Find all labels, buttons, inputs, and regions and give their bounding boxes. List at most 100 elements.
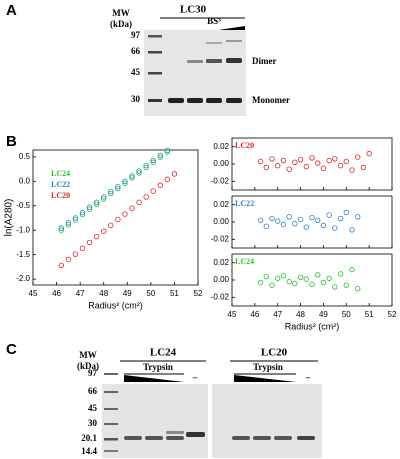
point [101,228,107,234]
point [93,201,100,207]
point [257,279,264,286]
point [286,279,292,285]
marker-label: 66 [88,386,98,396]
gel-background [212,384,322,458]
point [122,180,128,186]
legend-label: LC22 [235,199,254,208]
point [72,217,79,223]
point [337,271,344,277]
mw-label: MW [79,350,97,360]
monomer-band [187,98,203,103]
point [72,215,79,221]
x-tick-label: 51 [170,289,179,298]
x-tick-label: 45 [228,310,237,319]
x-tick-label: 52 [388,310,397,319]
plot-frame [231,253,393,307]
marker-band [104,391,118,393]
x-tick-label: 49 [123,289,132,298]
monomer-band [168,98,184,103]
point [269,282,275,288]
point [315,217,321,223]
point [164,176,171,183]
marker-label: 14.4 [81,446,97,456]
point [86,204,93,210]
marker-label: 97 [88,368,98,378]
point [129,173,135,179]
point [349,167,355,173]
x-tick-label: 47 [273,310,282,319]
point [292,221,298,227]
y-tick-label: -1.5 [16,250,30,259]
plot-frame [231,137,393,191]
point [122,178,128,185]
point [108,190,114,197]
panel-label: B [6,133,17,150]
y-tick-label: -0.5 [16,201,30,210]
y-tick-label: 0.02 [213,200,229,209]
y-tick-label: -0.02 [211,292,230,301]
point [355,214,361,220]
x-tick-label: 52 [194,289,203,298]
faint-band [206,42,222,44]
protein-band [124,436,142,440]
protein-band [166,436,184,440]
point [263,273,269,280]
legend-label: LC24 [235,257,254,266]
point [93,233,100,240]
point [332,284,338,290]
point [355,154,361,160]
gel-background [102,384,208,458]
gel-title: LC24 [150,347,177,359]
point [337,215,344,222]
point [326,275,332,281]
band-label: Dimer [252,56,277,66]
point [58,262,64,269]
point [65,256,72,263]
point [275,275,281,281]
point [157,152,163,159]
x-tick-label: 47 [76,289,85,298]
control-label: – [305,372,311,382]
point [320,222,327,229]
x-tick-label: 49 [319,310,328,319]
marker-band [148,99,162,102]
point [303,224,309,230]
marker-label: 20.1 [81,433,97,443]
y-tick-label: -0.02 [211,176,230,185]
point [332,156,338,162]
marker-label: 30 [88,418,98,428]
marker-label: 45 [131,67,141,77]
point [263,223,269,230]
x-tick-label: 46 [250,310,259,319]
monomer-band [206,98,222,103]
point [303,163,309,170]
point [150,159,156,165]
marker-band [148,51,162,54]
control-label: – [192,372,198,382]
point [108,222,114,229]
series [257,266,361,292]
y-tick-label: 0.0 [19,176,31,185]
gradient-wedge [234,375,296,382]
point [93,199,100,206]
point [65,222,72,228]
point [136,199,142,206]
point [315,160,321,166]
gel-title: LC20 [261,347,288,359]
x-tick-label: 45 [29,289,38,298]
point [315,272,321,278]
point [349,266,355,273]
point [58,225,64,231]
point [143,162,149,169]
faint-band [226,40,242,42]
gradient-wedge [124,375,184,382]
point [269,215,275,222]
y-tick-label: 0.00 [213,217,229,226]
protein-band [253,436,271,440]
band-label: Monomer [252,95,290,105]
series [58,149,171,233]
point [326,157,332,164]
series [257,150,372,173]
marker-label: 30 [131,94,141,104]
dimer-band [226,58,242,63]
